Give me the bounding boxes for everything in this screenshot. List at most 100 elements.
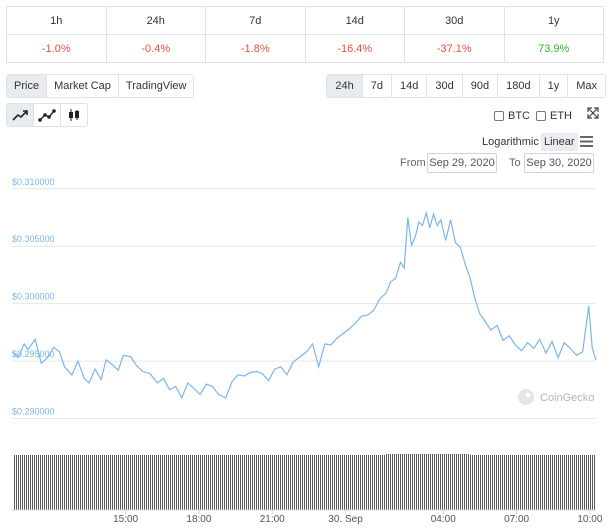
volume-bar <box>296 455 297 510</box>
volume-bar <box>50 455 51 510</box>
volume-bar <box>24 455 25 510</box>
chart-type-buttons <box>6 103 88 127</box>
volume-bar <box>144 455 145 510</box>
candlestick-button[interactable] <box>61 104 87 126</box>
from-date-input[interactable]: Sep 29, 2020 <box>427 153 497 173</box>
volume-bar <box>84 455 85 510</box>
volume-bar <box>372 455 373 510</box>
volume-bar <box>566 455 567 510</box>
range-24h-button[interactable]: 24h <box>327 75 363 97</box>
volume-bar <box>526 455 527 510</box>
volume-bar <box>570 455 571 510</box>
volume-bar <box>360 455 361 510</box>
x-tick-label: 07:00 <box>504 514 529 525</box>
volume-bar <box>506 455 507 510</box>
to-date-input[interactable]: Sep 30, 2020 <box>524 153 594 173</box>
volume-bar <box>334 455 335 510</box>
volume-bar <box>378 455 379 510</box>
volume-bar <box>390 454 391 510</box>
volume-bar <box>46 455 47 510</box>
period-header: 1y <box>503 6 604 35</box>
volume-bar <box>282 455 283 510</box>
volume-bar <box>48 455 49 510</box>
volume-bar <box>228 455 229 510</box>
volume-bar <box>240 455 241 510</box>
compare-btc-label: BTC <box>508 110 530 122</box>
volume-bar <box>374 455 375 510</box>
volume-bar <box>190 455 191 510</box>
volume-bar <box>418 454 419 510</box>
volume-bar <box>530 455 531 510</box>
volume-bar <box>330 455 331 510</box>
volume-bar <box>412 454 413 510</box>
volume-bar <box>112 455 113 510</box>
volume-bar <box>280 455 281 510</box>
tab-tradingview[interactable]: TradingView <box>118 75 194 97</box>
volume-bar <box>290 455 291 510</box>
linear-toggle[interactable]: Linear <box>541 133 578 151</box>
volume-bar <box>276 455 277 510</box>
volume-bar <box>162 455 163 510</box>
volume-bar <box>376 455 377 510</box>
menu-icon[interactable] <box>580 136 593 147</box>
volume-bar <box>250 455 251 510</box>
volume-bar <box>558 455 559 510</box>
tab-price[interactable]: Price <box>7 75 48 97</box>
range-7d-button[interactable]: 7d <box>362 75 393 97</box>
volume-bar <box>404 454 405 510</box>
volume-bar <box>370 455 371 510</box>
volume-bar <box>310 455 311 510</box>
volume-bar <box>494 455 495 510</box>
volume-bar <box>216 455 217 510</box>
range-max-button[interactable]: Max <box>568 75 605 97</box>
volume-bar <box>394 454 395 510</box>
volume-bar <box>256 455 257 510</box>
volume-bar <box>72 455 73 510</box>
volume-bar <box>136 455 137 510</box>
volume-bar <box>252 455 253 510</box>
line-chart-button[interactable] <box>7 104 34 126</box>
volume-bar <box>322 455 323 510</box>
volume-bar <box>358 455 359 510</box>
range-90d-button[interactable]: 90d <box>462 75 499 97</box>
range-1y-button[interactable]: 1y <box>539 75 569 97</box>
volume-bar <box>258 455 259 510</box>
compare-eth-checkbox[interactable]: ETH <box>536 110 572 122</box>
volume-bar <box>414 454 415 510</box>
volume-bar <box>154 455 155 510</box>
compare-btc-checkbox[interactable]: BTC <box>494 110 530 122</box>
volume-bar <box>246 455 247 510</box>
candlestick-icon <box>69 109 79 121</box>
volume-bar <box>30 455 31 510</box>
y-tick-label: $0.305000 <box>12 234 55 244</box>
price-line <box>11 210 597 400</box>
volume-bar <box>130 455 131 510</box>
range-30d-button[interactable]: 30d <box>427 75 463 97</box>
change-value: -37.1% <box>404 34 505 63</box>
volume-bar <box>312 455 313 510</box>
watermark-text: CoinGecko <box>540 392 594 404</box>
volume-bar <box>52 455 53 510</box>
volume-bar <box>268 455 269 510</box>
volume-bar <box>300 455 301 510</box>
volume-bar <box>100 455 101 510</box>
volume-bar <box>332 455 333 510</box>
tab-market-cap[interactable]: Market Cap <box>47 75 119 97</box>
range-14d-button[interactable]: 14d <box>392 75 428 97</box>
logarithmic-toggle[interactable]: Logarithmic <box>482 136 539 148</box>
volume-bar <box>402 454 403 510</box>
checkbox-icon <box>536 111 546 121</box>
expand-icon[interactable] <box>586 106 600 120</box>
to-label: To <box>509 157 521 169</box>
volume-bar <box>542 455 543 510</box>
volume-bar <box>66 455 67 510</box>
volume-bar <box>78 455 79 510</box>
point-line-chart-button[interactable] <box>34 104 61 126</box>
volume-bar <box>474 455 475 510</box>
volume-bar <box>272 455 273 510</box>
volume-bar <box>420 454 421 510</box>
range-180d-button[interactable]: 180d <box>498 75 540 97</box>
line-chart-icon <box>12 110 28 121</box>
volume-bar <box>574 455 575 510</box>
